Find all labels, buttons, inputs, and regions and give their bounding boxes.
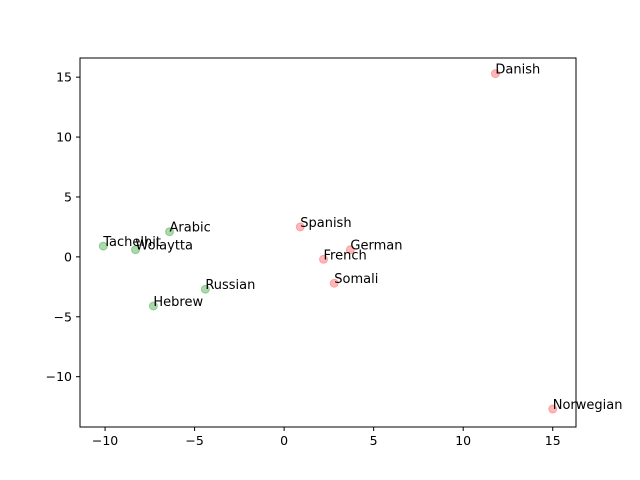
data-point (319, 254, 329, 264)
x-tick-label: 0 (280, 433, 288, 448)
point-label: Somali (334, 272, 378, 287)
point-label: German (350, 239, 402, 254)
point-label: French (324, 248, 367, 263)
data-point (295, 222, 305, 232)
point-label: Danish (495, 63, 540, 78)
x-tick-label: 5 (370, 433, 378, 448)
point-label: Tachelhit (102, 235, 161, 250)
point-label: Arabic (170, 221, 211, 236)
x-tick-label: 10 (455, 433, 471, 448)
y-tick-label: 15 (56, 70, 72, 85)
point-label: Hebrew (153, 295, 203, 310)
y-tick-label: 10 (56, 130, 72, 145)
point-label: Spanish (300, 216, 351, 231)
plot-frame (79, 57, 577, 428)
data-point (165, 227, 175, 237)
x-tick-label: 15 (545, 433, 561, 448)
y-tick-label: −5 (54, 309, 72, 324)
data-point (200, 284, 210, 294)
data-point (329, 278, 339, 288)
point-label: Norwegian (553, 398, 623, 413)
point-label: Wolaytta (136, 239, 193, 254)
data-point (548, 404, 558, 414)
y-tick-label: 0 (64, 249, 72, 264)
data-point (345, 245, 355, 255)
marks-layer (98, 69, 558, 414)
data-point (131, 245, 141, 255)
y-tick-label: −10 (46, 369, 72, 384)
y-tick-label: 5 (64, 189, 72, 204)
data-point (490, 69, 500, 79)
data-point (98, 241, 108, 251)
point-label: Russian (205, 278, 255, 293)
axes-layer: −10 −5 0 5 10 15 −10 −5 0 5 10 15 (46, 57, 577, 448)
data-point (148, 301, 158, 311)
x-tick-label: −10 (92, 433, 118, 448)
x-tick-label: −5 (185, 433, 203, 448)
